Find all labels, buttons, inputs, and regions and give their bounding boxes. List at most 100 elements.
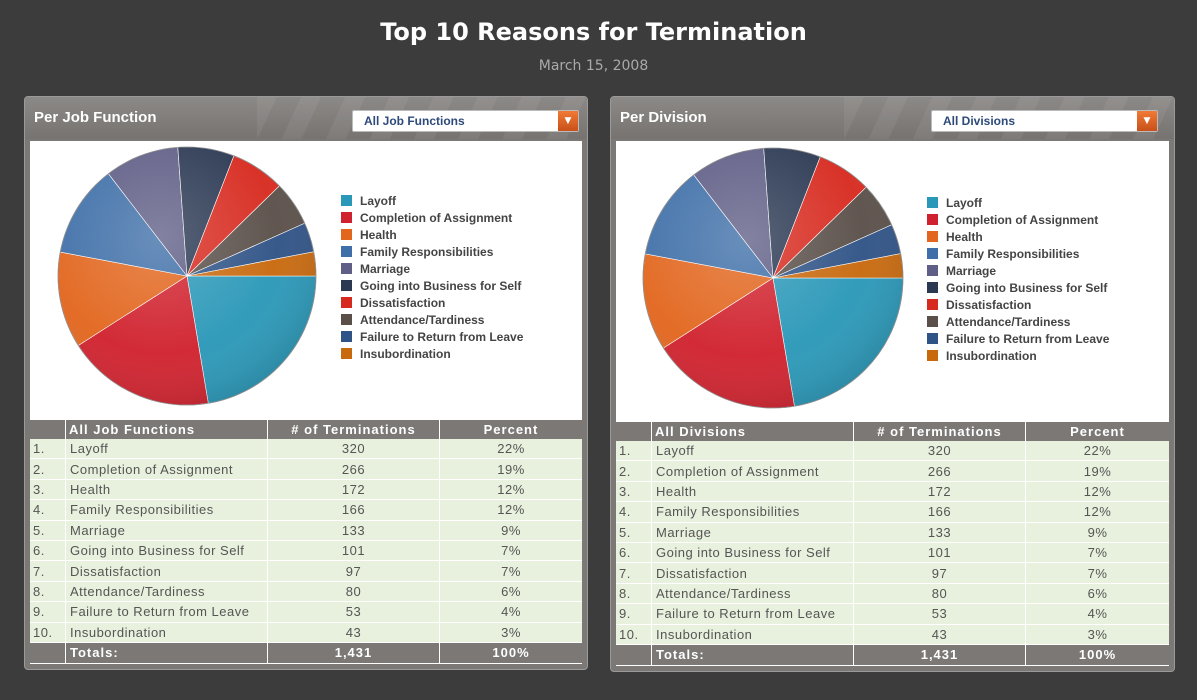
row-index: 7.: [616, 562, 652, 584]
row-category: Going into Business for Self: [651, 542, 854, 564]
legend-item: Dissatisfaction: [341, 296, 523, 313]
row-percent: 22%: [1025, 441, 1169, 462]
legend-swatch: [927, 265, 938, 276]
legend-swatch: [927, 316, 938, 327]
legend-swatch: [927, 350, 938, 361]
row-count: 97: [853, 562, 1026, 584]
legend-item: Family Responsibilities: [927, 247, 1109, 264]
row-index: 9.: [30, 601, 66, 623]
row-percent: 22%: [439, 439, 582, 460]
legend-item: Completion of Assignment: [341, 211, 523, 228]
legend-label: Failure to Return from Leave: [946, 332, 1110, 346]
panel-header: Per Job Function All Job Functions ▼: [25, 97, 587, 139]
legend-swatch: [927, 282, 938, 293]
row-percent: 7%: [1025, 562, 1169, 584]
table-row: 3. Health 172 12%: [30, 479, 582, 501]
row-count: 166: [267, 499, 440, 521]
chevron-down-icon[interactable]: ▼: [1137, 111, 1157, 131]
legend-item: Failure to Return from Leave: [927, 332, 1109, 349]
chart-legend: Layoff Completion of Assignment Health Fami…: [341, 194, 523, 364]
legend-item: Attendance/Tardiness: [927, 315, 1109, 332]
header-count: # of Terminations: [853, 422, 1026, 441]
legend-swatch: [341, 331, 352, 342]
row-index: 1.: [30, 439, 66, 460]
row-index: 6.: [616, 542, 652, 564]
row-percent: 6%: [1025, 583, 1169, 605]
totals-count: 1,431: [267, 641, 440, 664]
legend-label: Marriage: [360, 262, 411, 276]
row-index: 8.: [30, 581, 66, 603]
legend-item: Layoff: [341, 194, 523, 211]
row-category: Attendance/Tardiness: [651, 583, 854, 605]
select-value: All Divisions: [943, 114, 1016, 128]
header-category: All Job Functions: [65, 420, 268, 439]
legend-item: Insubordination: [341, 347, 523, 364]
row-category: Marriage: [65, 520, 268, 541]
legend-item: Health: [927, 230, 1109, 247]
row-percent: 3%: [1025, 624, 1169, 645]
row-count: 53: [267, 601, 440, 623]
table-row: 7. Dissatisfaction 97 7%: [30, 560, 582, 582]
panel-title: Per Job Function: [34, 109, 157, 126]
table-row: 8. Attendance/Tardiness 80 6%: [616, 583, 1169, 605]
row-index: 3.: [616, 481, 652, 503]
row-percent: 12%: [439, 499, 582, 521]
table-row: 3. Health 172 12%: [616, 481, 1169, 503]
legend-label: Insubordination: [946, 349, 1037, 363]
panel-content: Layoff Completion of Assignment Health Fami…: [616, 141, 1169, 666]
row-count: 80: [853, 583, 1026, 605]
table-row: 2. Completion of Assignment 266 19%: [616, 460, 1169, 482]
table-row: 10. Insubordination 43 3%: [616, 624, 1169, 645]
legend-label: Dissatisfaction: [946, 298, 1032, 312]
legend-item: Failure to Return from Leave: [341, 330, 523, 347]
legend-swatch: [927, 299, 938, 310]
legend-item: Going into Business for Self: [341, 279, 523, 296]
header-percent: Percent: [439, 420, 582, 439]
chevron-down-icon[interactable]: ▼: [558, 111, 578, 131]
legend-label: Layoff: [360, 194, 396, 208]
row-count: 101: [853, 542, 1026, 564]
table-row: 7. Dissatisfaction 97 7%: [616, 562, 1169, 584]
row-index: 1.: [616, 441, 652, 462]
row-count: 53: [853, 603, 1026, 625]
row-count: 43: [853, 624, 1026, 645]
table-row: 8. Attendance/Tardiness 80 6%: [30, 581, 582, 603]
job-function-select[interactable]: All Job Functions ▼: [352, 110, 579, 132]
row-percent: 19%: [1025, 460, 1169, 482]
row-percent: 7%: [1025, 542, 1169, 564]
totals-label: Totals:: [651, 643, 854, 666]
table-row: 6. Going into Business for Self 101 7%: [616, 542, 1169, 564]
terminations-table: All Job Functions # of Terminations Perc…: [30, 420, 582, 664]
legend-label: Family Responsibilities: [946, 247, 1080, 261]
table-row: 4. Family Responsibilities 166 12%: [30, 499, 582, 521]
header-index: [30, 420, 66, 439]
page-date: March 15, 2008: [538, 58, 649, 74]
table-row: 2. Completion of Assignment 266 19%: [30, 458, 582, 480]
legend-swatch: [927, 214, 938, 225]
row-category: Health: [65, 479, 268, 501]
row-percent: 9%: [439, 520, 582, 541]
header-index: [616, 422, 652, 441]
row-count: 97: [267, 560, 440, 582]
panel-per-job-function: Per Job Function All Job Functions ▼ Lay…: [24, 96, 588, 670]
legend-label: Layoff: [946, 196, 982, 210]
table-row: 1. Layoff 320 22%: [616, 441, 1169, 462]
row-percent: 4%: [439, 601, 582, 623]
row-count: 172: [267, 479, 440, 501]
division-select[interactable]: All Divisions ▼: [931, 110, 1158, 132]
legend-label: Marriage: [946, 264, 997, 278]
row-category: Attendance/Tardiness: [65, 581, 268, 603]
row-index: 4.: [616, 501, 652, 523]
table-row: 9. Failure to Return from Leave 53 4%: [616, 603, 1169, 625]
legend-item: Dissatisfaction: [927, 298, 1109, 315]
panel-header: Per Division All Divisions ▼: [611, 97, 1174, 139]
row-count: 266: [853, 460, 1026, 482]
legend-label: Health: [360, 228, 397, 242]
totals-index: [30, 641, 66, 664]
legend-item: Health: [341, 228, 523, 245]
legend-label: Dissatisfaction: [360, 296, 446, 310]
row-index: 9.: [616, 603, 652, 625]
legend-label: Completion of Assignment: [946, 213, 1099, 227]
legend-swatch: [927, 248, 938, 259]
row-index: 10.: [30, 622, 66, 643]
